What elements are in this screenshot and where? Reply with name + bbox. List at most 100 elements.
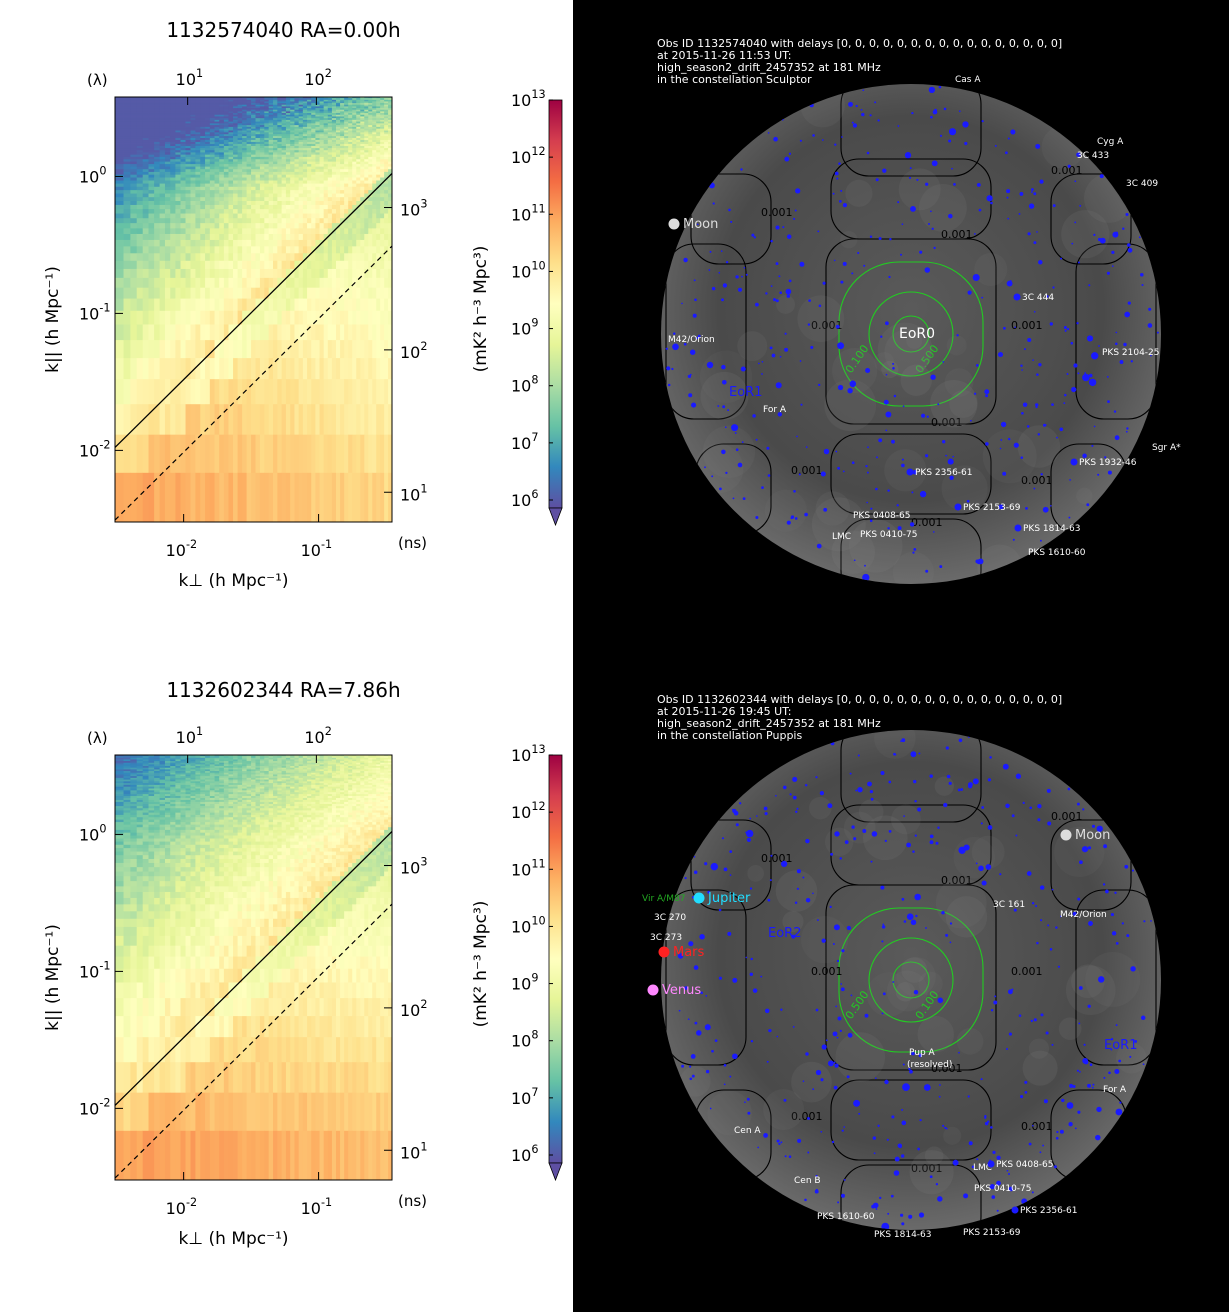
heatmap-cell [237, 110, 243, 114]
heatmap-cell [205, 128, 211, 131]
heatmap-cell [205, 260, 211, 269]
heatmap-cell [159, 797, 166, 800]
heatmap-cell [384, 109, 389, 112]
heatmap-cell [242, 139, 248, 142]
heatmap-cell [360, 130, 365, 133]
heatmap-cell [259, 233, 265, 240]
heatmap-cell [264, 434, 270, 473]
heatmap-cell [175, 189, 181, 194]
heatmap-cell [164, 97, 171, 99]
heatmap-cell [115, 128, 124, 131]
heatmap-cell [123, 1036, 131, 1063]
heatmap-cell [336, 128, 341, 131]
heatmap-cell [336, 101, 341, 104]
heatmap-cell [368, 131, 373, 135]
heatmap-cell [255, 177, 261, 181]
heatmap-cell [356, 109, 361, 112]
heatmap-cell [302, 260, 308, 269]
heatmap-cell [307, 131, 312, 135]
heatmap-cell [277, 116, 283, 119]
heatmap-cell [273, 112, 278, 115]
tick-exponent: 1 [420, 482, 427, 495]
heatmap-cell [214, 434, 220, 473]
heatmap-cell [294, 141, 300, 144]
heatmap-cell [281, 131, 287, 135]
heatmap-cell [277, 109, 283, 112]
heatmap-cell [209, 109, 215, 112]
heatmap-cell [123, 310, 131, 325]
heatmap-cell [237, 227, 243, 234]
heatmap-cell [164, 161, 171, 165]
heatmap-cell [277, 161, 283, 165]
heatmap-cell [376, 102, 381, 105]
heatmap-cell [123, 174, 131, 178]
heatmap-cell [356, 434, 361, 473]
heatmap-cell [344, 114, 349, 117]
tick-base: 10 [511, 491, 531, 510]
heatmap-cell [290, 126, 295, 129]
heatmap-cell [130, 124, 138, 127]
heatmap-cell [368, 310, 373, 325]
heatmap-cell [154, 1092, 161, 1131]
heatmap-cell [148, 810, 155, 813]
heatmap-cell [142, 829, 149, 833]
heatmap-cell [319, 200, 325, 205]
heatmap-cell [273, 168, 278, 172]
heatmap-cell [372, 121, 377, 124]
heatmap-cell [142, 935, 149, 946]
heatmap-cell [344, 268, 349, 278]
heatmap-cell [364, 154, 369, 157]
heatmap-cell [228, 357, 234, 380]
heatmap-cell [142, 1036, 149, 1063]
heatmap-cell [123, 821, 131, 825]
heatmap-cell [115, 784, 124, 787]
heatmap-cell [323, 114, 329, 117]
heatmap-cell [302, 154, 308, 157]
heatmap-cell [130, 903, 138, 912]
heatmap-cell [344, 147, 349, 151]
heatmap-cell [214, 163, 220, 167]
heatmap-cell [142, 268, 149, 278]
heatmap-cell [364, 133, 369, 137]
heatmap-cell [237, 135, 243, 139]
heatmap-cell [340, 130, 345, 133]
heatmap-cell [255, 141, 261, 144]
heatmap-cell [185, 112, 191, 115]
heatmap-cell [214, 204, 220, 210]
heatmap-cell [154, 779, 161, 782]
heatmap-cell [356, 126, 361, 129]
heatmap-cell [136, 835, 144, 839]
heatmap-cell [268, 208, 274, 214]
heatmap-cell [331, 107, 337, 110]
heatmap-cell [205, 208, 211, 214]
heatmap-cell [364, 213, 369, 219]
heatmap-cell [327, 183, 333, 187]
heatmap-cell [281, 403, 287, 435]
heatmap-cell [255, 310, 261, 325]
heatmap-cell [154, 866, 161, 872]
heatmap-cell [130, 298, 138, 311]
heatmap-cell [360, 339, 365, 359]
heatmap-cell [190, 174, 196, 178]
heatmap-cell [368, 152, 373, 155]
heatmap-cell [190, 152, 196, 155]
heatmap-cell [251, 102, 256, 105]
heatmap-cell [255, 339, 261, 359]
heatmap-cell [281, 124, 287, 127]
heatmap-cell [268, 222, 274, 229]
heatmap-cell [205, 357, 211, 380]
heatmap-cell [223, 171, 229, 175]
heatmap-cell [384, 298, 389, 311]
heatmap-cell [264, 135, 270, 139]
heatmap-cell [307, 163, 312, 167]
heatmap-cell [388, 163, 393, 167]
heatmap-cell [259, 183, 265, 187]
heatmap-cell [290, 472, 295, 523]
heatmap-cell [380, 149, 385, 153]
heatmap-cell [388, 222, 393, 229]
heatmap-cell [323, 121, 329, 124]
heatmap-cell [311, 189, 316, 194]
heatmap-cell [290, 116, 295, 119]
heatmap-cell [154, 775, 161, 778]
heatmap-cell [376, 121, 381, 124]
